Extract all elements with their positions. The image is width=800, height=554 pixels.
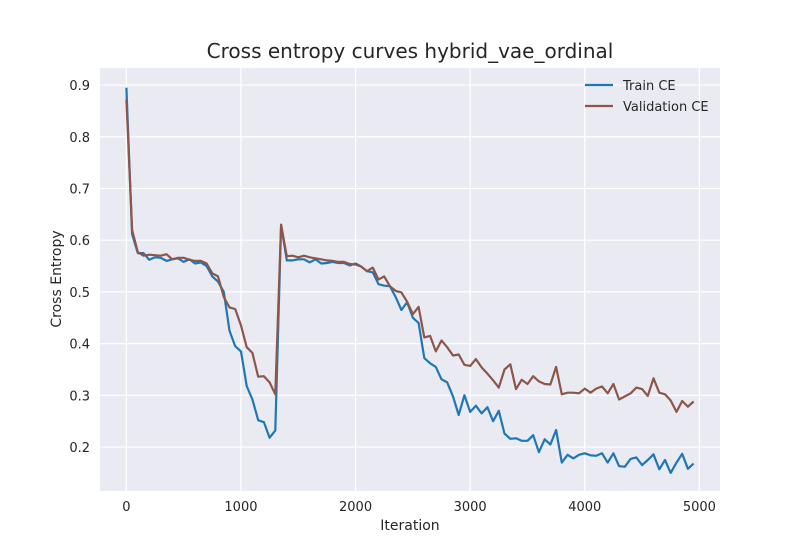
x-tick-label: 4000 (568, 500, 601, 515)
y-tick-label: 0.4 (69, 338, 90, 353)
chart-title: Cross entropy curves hybrid_vae_ordinal (207, 39, 614, 63)
y-tick-label: 0.7 (69, 182, 90, 197)
series-line-validation-ce (125, 99, 695, 413)
y-tick-label: 0.8 (69, 131, 90, 146)
x-tick-label: 3000 (454, 500, 487, 515)
legend-label: Train CE (622, 79, 676, 94)
x-tick-label: 1000 (224, 500, 257, 515)
y-tick-label: 0.5 (69, 286, 90, 301)
x-tick-label: 2000 (339, 500, 372, 515)
x-tick-label: 5000 (683, 500, 716, 515)
tick-labels: 0 1000 2000 3000 4000 5000 0.2 0.3 0.4 0.5 0.6 0.7 0… (69, 79, 716, 515)
legend-label: Validation CE (623, 100, 709, 115)
y-tick-label: 0.6 (69, 234, 90, 249)
plot-area (100, 68, 720, 491)
y-tick-label: 0.9 (69, 79, 90, 94)
x-axis-label: Iteration (380, 518, 439, 534)
y-axis-label: Cross Entropy (49, 230, 65, 327)
y-tick-label: 0.3 (69, 389, 90, 404)
x-tick-label: 0 (122, 500, 130, 515)
legend: Train CE Validation CE (585, 79, 709, 115)
series-layer (125, 87, 695, 474)
grid-lines (100, 68, 720, 491)
y-tick-label: 0.2 (69, 441, 90, 456)
